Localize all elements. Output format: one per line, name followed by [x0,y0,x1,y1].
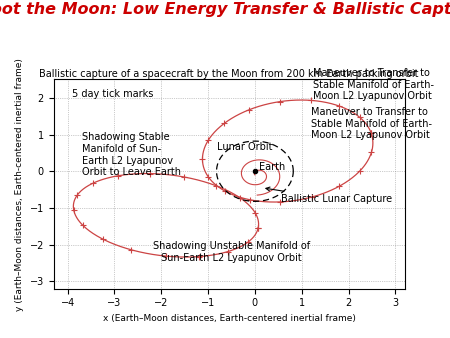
X-axis label: x (Earth–Moon distances, Earth-centered inertial frame): x (Earth–Moon distances, Earth-centered … [103,314,356,323]
Text: Earth: Earth [259,162,285,172]
Text: Lunar Orbit: Lunar Orbit [217,142,273,152]
Y-axis label: y (Earth–Moon distances, Earth-centered inertial frame): y (Earth–Moon distances, Earth-centered … [15,58,24,311]
Text: Ballistic Lunar Capture: Ballistic Lunar Capture [266,187,392,204]
Title: Ballistic capture of a spacecraft by the Moon from 200 km Earth parking orbit: Ballistic capture of a spacecraft by the… [40,69,419,79]
Text: 5 day tick marks: 5 day tick marks [72,89,154,99]
Text: Maneuver to Transfer to
Stable Manifold of Earth-
Moon L2 Lyapunov Orbit: Maneuver to Transfer to Stable Manifold … [313,68,434,101]
Text: Shadowing Unstable Manifold of
Sun-Earth L2 Lyapunov Orbit: Shadowing Unstable Manifold of Sun-Earth… [153,241,310,263]
Text: Maneuver to Transfer to
Stable Manifold of Earth-
Moon L2 Lyapunov Orbit: Maneuver to Transfer to Stable Manifold … [311,107,432,140]
Text: Shoot the Moon: Low Energy Transfer & Ballistic Capture: Shoot the Moon: Low Energy Transfer & Ba… [0,2,450,17]
Text: Shadowing Stable
Manifold of Sun-
Earth L2 Lyapunov
Orbit to Leave Earth: Shadowing Stable Manifold of Sun- Earth … [82,132,181,177]
